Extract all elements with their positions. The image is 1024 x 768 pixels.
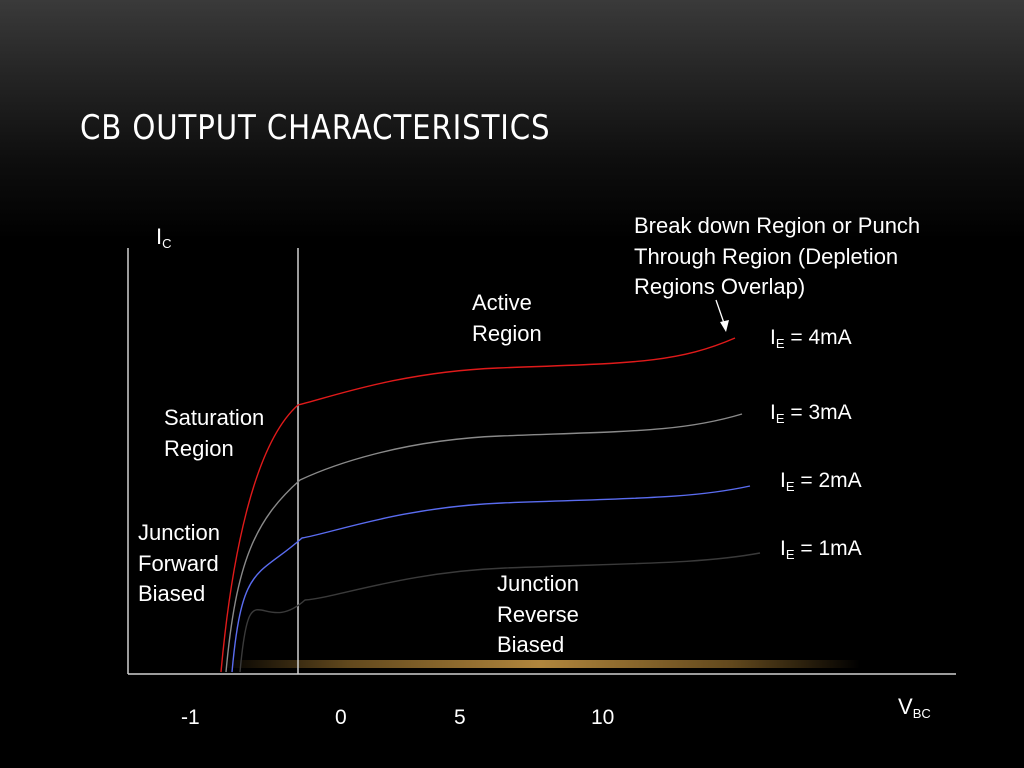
curve-ie4 xyxy=(220,337,736,673)
junction-reverse-biased-label: Junction Reverse Biased xyxy=(497,571,579,657)
y-axis-label: IC xyxy=(156,224,172,251)
breakdown-arrowhead xyxy=(720,320,729,332)
saturation-region-label: Saturation Region xyxy=(164,405,265,461)
x-axis-label: VBC xyxy=(898,694,931,721)
curve-label-ie-2ma: IE = 2mA xyxy=(780,469,862,494)
breakdown-region-label: Break down Region or Punch Through Regio… xyxy=(634,213,921,299)
curve-ie3 xyxy=(225,413,743,673)
slide-title: CB OUTPUT CHARACTERISTICS xyxy=(80,108,551,148)
active-region-label: Active Region xyxy=(472,290,542,346)
baseline-glow xyxy=(220,660,860,668)
junction-forward-biased-label: Junction Forward Biased xyxy=(138,520,220,606)
curve-label-ie-1ma: IE = 1mA xyxy=(780,537,862,562)
curve-ie1 xyxy=(239,552,761,673)
x-tick-label: -1 xyxy=(181,706,200,729)
curve-label-ie-3ma: IE = 3mA xyxy=(770,401,852,426)
x-tick-label: 10 xyxy=(591,706,615,729)
x-tick-label: 5 xyxy=(454,706,466,729)
x-tick-label: 0 xyxy=(335,706,347,729)
curve-ie2 xyxy=(231,485,751,673)
curve-label-ie-4ma: IE = 4mA xyxy=(770,326,852,351)
